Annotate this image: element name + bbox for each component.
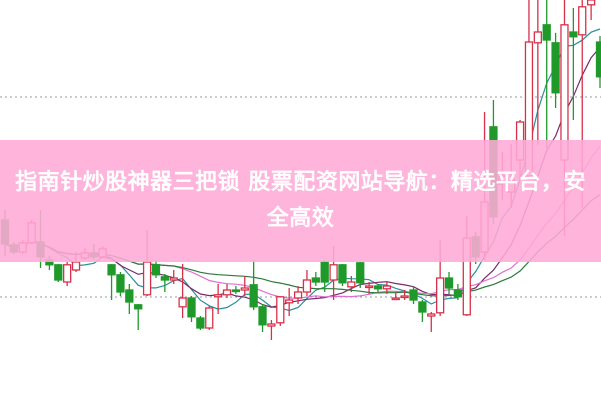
candle-up bbox=[400, 295, 409, 299]
candle-down bbox=[231, 289, 241, 293]
candle-down bbox=[311, 277, 320, 283]
candle-down bbox=[151, 264, 161, 276]
candle-down bbox=[134, 304, 143, 310]
candle-down bbox=[125, 289, 134, 303]
banner-title: 指南针炒股神器三把锁 股票配资网站导航：精选平台，安全高效 bbox=[15, 170, 586, 231]
candle-up bbox=[364, 285, 374, 289]
candle-up bbox=[347, 281, 356, 288]
candle-up bbox=[293, 291, 303, 299]
candle-down bbox=[338, 264, 347, 284]
candle-down bbox=[54, 264, 63, 281]
candle-up bbox=[169, 277, 178, 281]
candle-up bbox=[435, 277, 445, 314]
candle-down bbox=[444, 277, 454, 289]
candle-down bbox=[249, 284, 258, 308]
candle-up bbox=[578, 6, 587, 36]
candle-down bbox=[409, 289, 418, 301]
candle-up bbox=[71, 261, 81, 271]
candle-down bbox=[453, 289, 463, 298]
candle-up bbox=[329, 264, 338, 281]
candle-up bbox=[382, 285, 392, 290]
candle-down bbox=[196, 317, 205, 329]
candle-up bbox=[276, 296, 285, 324]
candle-up bbox=[213, 294, 223, 298]
candle-down bbox=[569, 31, 578, 38]
candle-down bbox=[542, 24, 551, 41]
candle-up bbox=[267, 323, 276, 327]
candle-up bbox=[178, 297, 187, 308]
candle-up bbox=[391, 297, 400, 301]
candle-up bbox=[205, 307, 214, 329]
candle-down bbox=[187, 297, 196, 318]
candle-up bbox=[240, 287, 249, 291]
candle-up bbox=[533, 31, 542, 44]
candle-down bbox=[116, 274, 125, 293]
candle-up bbox=[142, 261, 152, 296]
candle-up bbox=[302, 279, 312, 293]
candle-down bbox=[320, 261, 329, 283]
candle-down bbox=[160, 276, 170, 281]
candle-down bbox=[356, 262, 365, 284]
candle-up bbox=[63, 264, 72, 283]
candle-down bbox=[107, 264, 116, 276]
candle-down bbox=[551, 42, 560, 94]
candle-up bbox=[285, 299, 294, 304]
candle-down bbox=[373, 285, 383, 290]
candle-up bbox=[427, 313, 436, 317]
candle-down bbox=[258, 306, 267, 326]
candle-down bbox=[595, 41, 601, 78]
candle-down bbox=[418, 301, 427, 313]
candle-up bbox=[222, 289, 232, 296]
title-banner: 指南针炒股神器三把锁 股票配资网站导航：精选平台，安全高效 bbox=[0, 140, 601, 262]
candle-up bbox=[586, 0, 596, 6]
